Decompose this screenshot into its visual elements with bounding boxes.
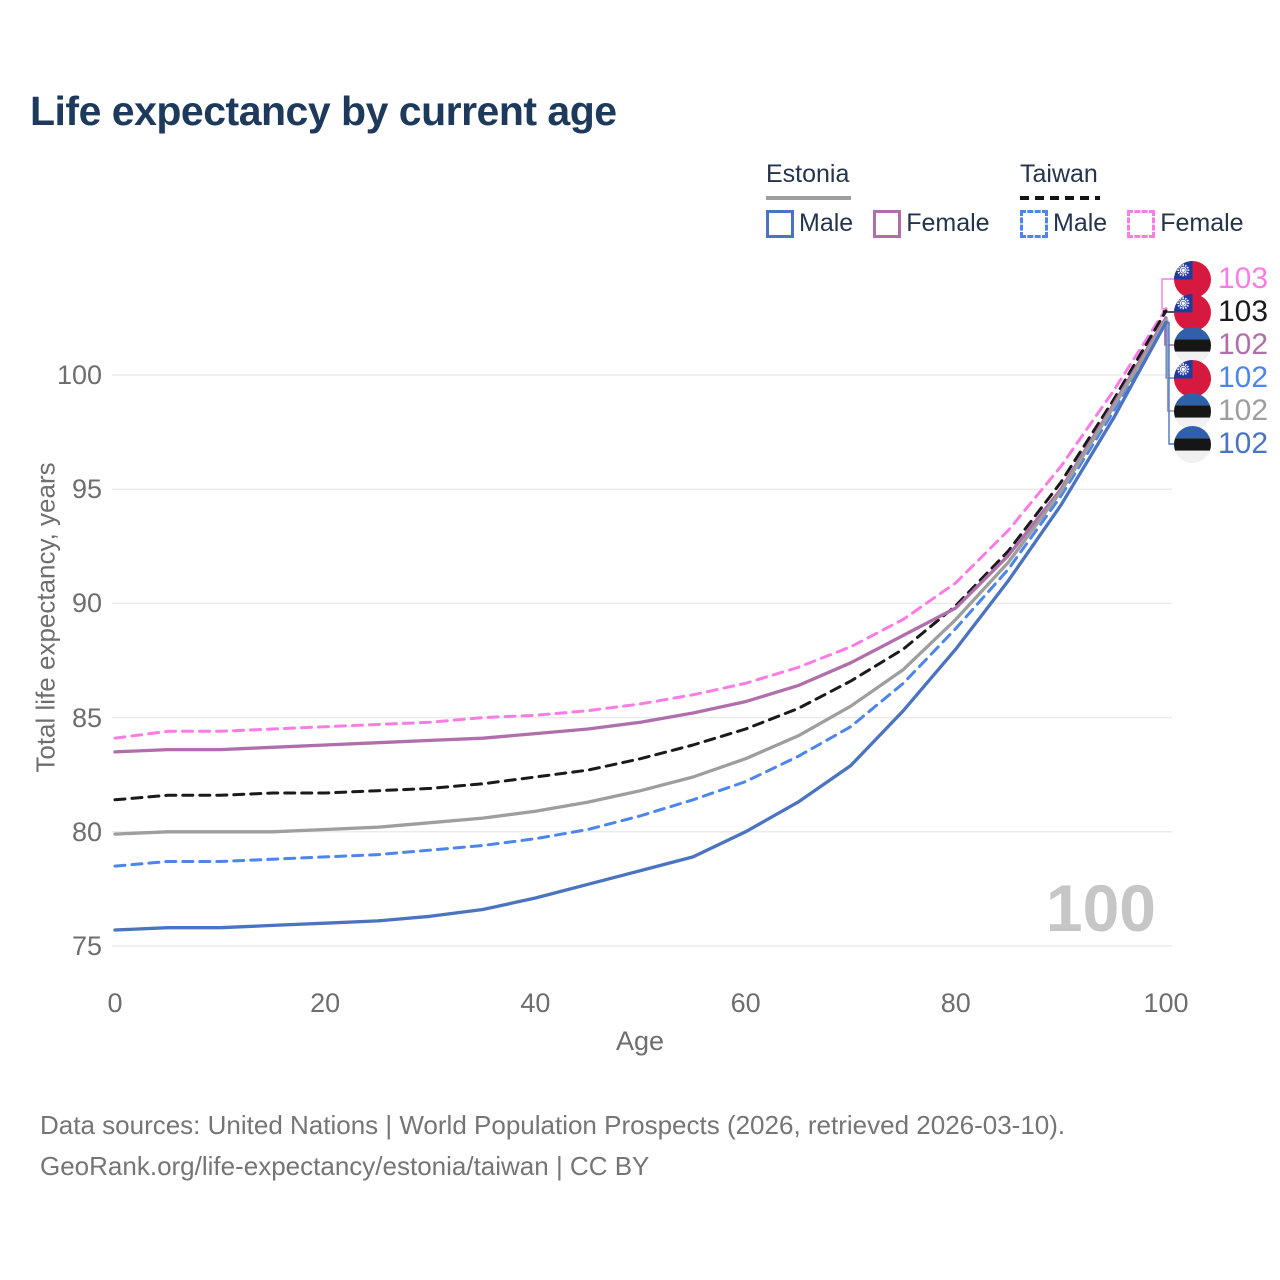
legend-group-estonia: Estonia Male Female bbox=[766, 160, 990, 238]
legend-label: Male bbox=[799, 209, 854, 237]
taiwan-female-swatch-icon bbox=[1127, 209, 1156, 238]
series-line-estonia-female bbox=[113, 316, 1168, 754]
end-label-value: 103 bbox=[1218, 262, 1269, 295]
x-tick-label: 100 bbox=[1143, 988, 1189, 1018]
data-sources-line: Data sources: United Nations | World Pop… bbox=[40, 1110, 1066, 1140]
estonia-line-style-sample bbox=[766, 196, 851, 200]
estonia-female-swatch-icon bbox=[873, 209, 902, 238]
legend-item-taiwan-female[interactable]: Female bbox=[1127, 209, 1244, 238]
estonia-flag-icon bbox=[1174, 392, 1211, 430]
legend-label: Male bbox=[1053, 209, 1108, 237]
end-label-value: 102 bbox=[1218, 394, 1269, 427]
end-label-estonia-102: 102 bbox=[1174, 326, 1268, 364]
end-label-connector bbox=[1162, 310, 1174, 313]
series-line-estonia-both-sexes bbox=[113, 318, 1168, 836]
estonia-male-swatch-icon bbox=[766, 209, 794, 238]
x-tick-label: 40 bbox=[520, 988, 551, 1018]
legend-label: Female bbox=[906, 209, 990, 237]
end-label-value: 103 bbox=[1218, 295, 1269, 328]
footer-attribution: Data sources: United Nations | World Pop… bbox=[40, 1105, 1065, 1187]
legend-item-taiwan-male[interactable]: Male bbox=[1020, 209, 1107, 238]
series-line-taiwan-female bbox=[113, 307, 1168, 740]
end-label-estonia-102: 102 bbox=[1174, 392, 1268, 430]
x-tick-label: 80 bbox=[940, 988, 971, 1018]
legend-label: Female bbox=[1160, 209, 1244, 237]
end-label-connector bbox=[1166, 321, 1174, 445]
taiwan-flag-icon bbox=[1174, 359, 1211, 397]
end-label-taiwan-103: 103 bbox=[1174, 293, 1268, 331]
taiwan-flag-icon bbox=[1174, 293, 1211, 331]
x-tick-label: 20 bbox=[310, 988, 341, 1018]
y-tick-label: 80 bbox=[71, 816, 102, 847]
legend-item-estonia-male[interactable]: Male bbox=[766, 209, 853, 238]
end-label-connector bbox=[1166, 319, 1174, 412]
source-url-line: GeoRank.org/life-expectancy/estonia/taiw… bbox=[40, 1151, 650, 1181]
estonia-flag-icon bbox=[1174, 425, 1211, 463]
end-label-estonia-102: 102 bbox=[1174, 425, 1268, 463]
legend-country-taiwan[interactable]: Taiwan bbox=[1020, 160, 1098, 188]
x-tick-label: 60 bbox=[730, 988, 761, 1018]
hover-age-watermark: 100 bbox=[1045, 871, 1156, 945]
y-tick-label: 100 bbox=[56, 360, 102, 390]
y-tick-label: 95 bbox=[71, 474, 102, 505]
legend-group-taiwan: Taiwan Male Female bbox=[1020, 160, 1244, 238]
series-line-taiwan-both-sexes bbox=[113, 309, 1168, 802]
estonia-flag-icon bbox=[1174, 326, 1211, 364]
end-label-value: 102 bbox=[1218, 328, 1269, 361]
y-tick-label: 75 bbox=[71, 931, 102, 961]
series-line-taiwan-male bbox=[113, 318, 1168, 868]
end-label-taiwan-103: 103 bbox=[1174, 260, 1268, 298]
x-tick-label: 0 bbox=[107, 988, 123, 1018]
taiwan-male-swatch-icon bbox=[1020, 209, 1048, 238]
legend-country-estonia[interactable]: Estonia bbox=[766, 160, 850, 188]
y-tick-label: 85 bbox=[71, 702, 102, 733]
end-label-connector bbox=[1161, 278, 1174, 310]
series-line-estonia-male bbox=[113, 320, 1168, 932]
y-tick-label: 90 bbox=[71, 588, 102, 619]
x-axis-title: Age bbox=[615, 1026, 665, 1056]
taiwan-flag-icon bbox=[1174, 260, 1211, 298]
end-label-taiwan-102: 102 bbox=[1174, 359, 1268, 397]
taiwan-line-style-sample bbox=[1020, 196, 1100, 200]
end-label-value: 102 bbox=[1218, 427, 1269, 460]
legend-item-estonia-female[interactable]: Female bbox=[873, 209, 990, 238]
page-title: Life expectancy by current age bbox=[30, 88, 617, 134]
end-label-value: 102 bbox=[1218, 361, 1269, 394]
